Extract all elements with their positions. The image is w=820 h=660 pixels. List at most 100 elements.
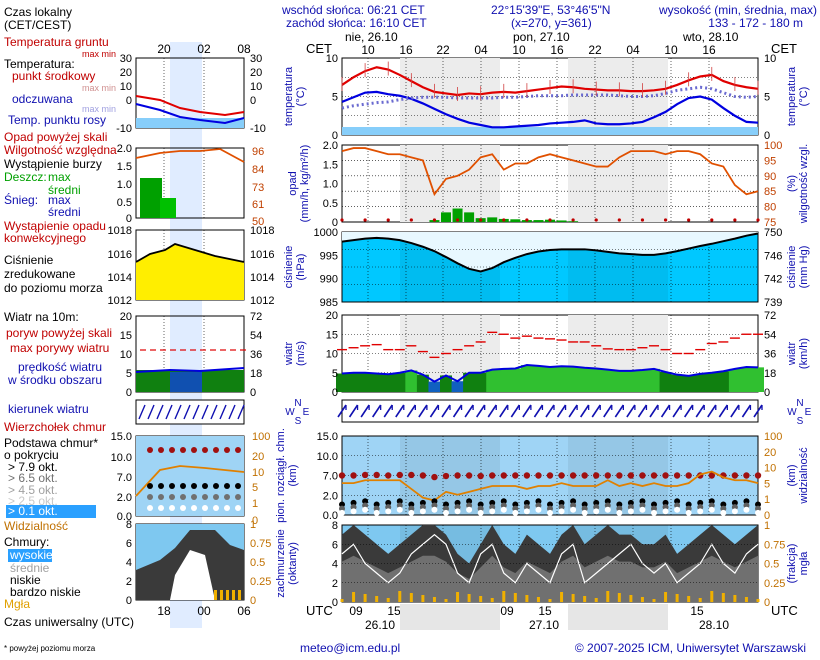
legend-utc-label: Czas uniwersalny (UTC) xyxy=(4,615,134,629)
cloud-top-point xyxy=(419,472,427,479)
right-tick-label: 100 xyxy=(764,431,782,443)
legend-precip-text: max xyxy=(48,170,71,184)
fog-bar xyxy=(629,595,633,602)
legend-press-area xyxy=(136,244,244,300)
legend-wind-text: w środku obszaru xyxy=(7,373,102,387)
cloud-base-point xyxy=(755,505,761,512)
precip-dot xyxy=(710,218,714,222)
legend-cloud-base-point xyxy=(202,505,208,511)
copyright-text: © 2007-2025 ICM, Uniwersytet Warszawski xyxy=(575,641,806,655)
wind-speed-bar xyxy=(578,367,591,392)
visibility-line xyxy=(342,470,759,502)
legend-clouds-text: Chmury: xyxy=(4,535,49,549)
cloud-base-point xyxy=(558,499,565,506)
left-tick-label: 8 xyxy=(332,520,338,532)
cloud-base-point xyxy=(477,501,484,508)
cloud-base-point xyxy=(477,509,484,516)
legend-press-tick-right: 1012 xyxy=(250,295,274,307)
cet-label-left: CET xyxy=(306,41,332,56)
precip-left-axis-label: (mm/h, kg/m²/h) xyxy=(299,145,311,223)
right-tick-label: 20 xyxy=(764,447,776,459)
precip-dot xyxy=(479,218,483,222)
footer: * powyżej poziomu morza meteo@icm.edu.pl… xyxy=(4,641,806,655)
cloud-top-point xyxy=(627,472,635,479)
legend-utc-hour: 18 xyxy=(157,604,171,618)
legend-rh-tick: 73 xyxy=(252,182,264,194)
cloud-base-point xyxy=(547,509,553,516)
cloud-top-point xyxy=(708,472,715,479)
rain-bar xyxy=(441,212,451,222)
wind-speed-bar xyxy=(532,365,545,392)
wind-arrow xyxy=(383,404,393,418)
wind-speed-bar xyxy=(682,375,695,392)
wind-arrow xyxy=(476,404,486,418)
right-tick-label: 95 xyxy=(764,155,776,167)
cloud-base-point xyxy=(431,502,438,509)
wind-arrow xyxy=(695,404,705,418)
compass-w: W xyxy=(787,407,797,418)
rain-bar xyxy=(533,220,544,222)
legend-temp-text: max min xyxy=(82,49,116,59)
legend-temp-tick: -10 xyxy=(116,123,132,135)
top-hour-label: 16 xyxy=(399,43,413,57)
legend-cloud-base-point xyxy=(147,494,153,500)
right-tick-label: 5 xyxy=(764,92,770,104)
left-tick-label: 990 xyxy=(320,274,338,286)
top-hour-label: 04 xyxy=(626,43,640,57)
cloud-base-point xyxy=(743,502,750,509)
legend-temp-text: Temp. punktu rosy xyxy=(8,113,106,127)
cloud-base-point xyxy=(362,502,369,509)
legend-rain-bar-small xyxy=(160,198,176,218)
fog-bar xyxy=(456,592,460,602)
fog-bar xyxy=(513,593,517,602)
bottom-date-label: 28.10 xyxy=(699,618,729,632)
legend-temp-tick-right: 20 xyxy=(250,67,262,79)
wind-speed-bar xyxy=(752,367,764,392)
height-label: wysokość (min, średnia, max) xyxy=(658,3,817,17)
temp-left-axis-label: (°C) xyxy=(295,87,307,107)
wind-arrow xyxy=(637,404,648,418)
compass-s: S xyxy=(295,416,302,427)
compass-w: W xyxy=(285,407,295,418)
legend-fog-bar xyxy=(220,590,223,600)
email-link[interactable]: meteo@icm.edu.pl xyxy=(300,641,400,655)
cloud-base-point xyxy=(523,499,530,506)
cloud-base-point xyxy=(731,499,738,506)
cloud-base-point xyxy=(466,502,473,509)
right-tick-label: 746 xyxy=(764,250,782,262)
legend-clouds-text: bardzo niskie xyxy=(10,585,81,599)
cloud-base-point xyxy=(535,502,542,509)
footnote-text: * powyżej poziomu morza xyxy=(4,644,96,653)
cloud-base-point xyxy=(604,502,611,509)
legend-utc-hour: 06 xyxy=(237,604,251,618)
cloud-base-point xyxy=(627,508,634,515)
cloud-top-point xyxy=(616,472,623,479)
legend-precip-text: max xyxy=(48,193,71,207)
fog-bar xyxy=(756,599,760,602)
right-tick-label: 75 xyxy=(764,217,776,229)
cloud-base-point xyxy=(408,505,415,512)
utc-label-left: UTC xyxy=(306,603,333,618)
top-hour-label: 10 xyxy=(664,43,678,57)
fog-bar xyxy=(444,599,448,602)
legend-precip-tick: 1.0 xyxy=(117,179,132,191)
wind-arrow xyxy=(545,404,555,418)
bottom-hour-label: 09 xyxy=(349,604,363,618)
legend-press-line xyxy=(135,243,245,263)
cloud-base-point xyxy=(662,499,669,506)
legend-hour: 20 xyxy=(157,42,171,56)
wind-speed-bar xyxy=(717,371,730,392)
legend-wind-arrow xyxy=(156,404,164,420)
precip-dot xyxy=(594,218,598,222)
bottom-hour-label: 15 xyxy=(387,604,401,618)
cloud-top-point xyxy=(639,472,646,479)
legend-wind-arrow xyxy=(147,404,155,420)
cover-left-axis-label: (oktanty) xyxy=(287,542,299,585)
legend-press-text: zredukowane xyxy=(4,267,76,281)
left-tick-label: 0 xyxy=(332,217,338,229)
left-tick-label: 1.5 xyxy=(323,159,338,171)
legend-cloud-text: o pokryciu xyxy=(4,448,59,462)
legend-hour: 08 xyxy=(237,42,251,56)
cloud-base-point xyxy=(385,499,392,506)
legend-cloud-top-point xyxy=(191,447,197,453)
